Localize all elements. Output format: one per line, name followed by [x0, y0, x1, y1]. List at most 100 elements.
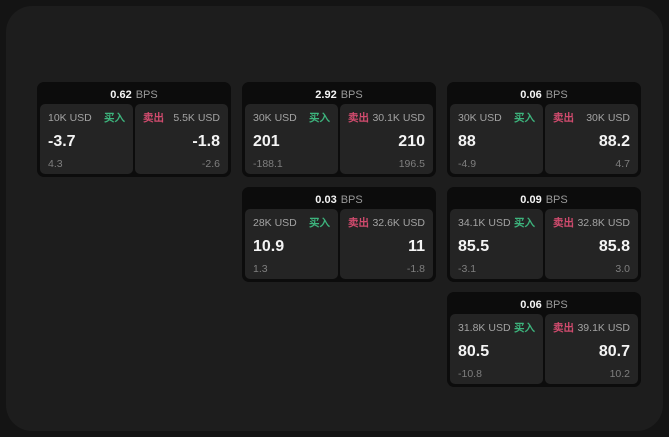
buy-panel[interactable]: 30K USD 买入 201 -188.1	[245, 104, 338, 174]
buy-amount: 10K USD	[48, 111, 92, 124]
bps-suffix: BPS	[340, 88, 363, 101]
sell-panel[interactable]: 卖出 30.1K USD 210 196.5	[340, 104, 433, 174]
bps-header: 0.03 BPS	[245, 190, 433, 209]
buy-change: 1.3	[253, 262, 268, 275]
bps-value: 0.06	[520, 298, 542, 311]
buy-label: 买入	[514, 217, 535, 229]
sell-price: 85.8	[598, 237, 630, 255]
bps-value: 0.03	[315, 193, 337, 206]
buy-panel[interactable]: 30K USD 买入 88 -4.9	[450, 104, 543, 174]
sell-panel[interactable]: 卖出 5.5K USD -1.8 -2.6	[135, 104, 228, 174]
sell-change: 196.5	[398, 157, 425, 170]
buy-change: -3.1	[458, 262, 477, 275]
quote-sides: 30K USD 买入 201 -188.1 卖出 30.1K USD 210 1…	[245, 104, 433, 174]
sell-amount: 39.1K USD	[577, 321, 630, 334]
sell-label: 卖出	[143, 112, 164, 124]
sell-label: 卖出	[553, 217, 574, 229]
bps-suffix: BPS	[340, 193, 363, 206]
bps-header: 2.92 BPS	[245, 85, 433, 104]
buy-label: 买入	[514, 112, 535, 124]
main-panel: 0.62 BPS 10K USD 买入 -3.7 4.3 卖出 5.5K USD	[6, 6, 663, 431]
sell-change: -1.8	[406, 262, 425, 275]
bps-header: 0.62 BPS	[40, 85, 228, 104]
buy-amount: 28K USD	[253, 216, 297, 229]
quote-sides: 10K USD 买入 -3.7 4.3 卖出 5.5K USD -1.8 -2.…	[40, 104, 228, 174]
quote-sides: 30K USD 买入 88 -4.9 卖出 30K USD 88.2 4.7	[450, 104, 638, 174]
buy-price: 10.9	[253, 237, 285, 255]
sell-panel[interactable]: 卖出 32.8K USD 85.8 3.0	[545, 209, 638, 279]
buy-top-row: 10K USD 买入	[48, 110, 125, 125]
sell-price: 80.7	[598, 342, 630, 360]
quote-sides: 28K USD 买入 10.9 1.3 卖出 32.6K USD 11 -1.8	[245, 209, 433, 279]
quote-card[interactable]: 0.06 BPS 31.8K USD 买入 80.5 -10.8 卖出 39.1…	[447, 292, 641, 387]
buy-change: -4.9	[458, 157, 477, 170]
buy-amount: 31.8K USD	[458, 321, 511, 334]
buy-price: 85.5	[458, 237, 490, 255]
sell-amount: 32.8K USD	[577, 216, 630, 229]
buy-price: 88	[458, 132, 476, 150]
buy-amount: 30K USD	[458, 111, 502, 124]
sell-top-row: 卖出 32.6K USD	[348, 215, 425, 230]
sell-price: -1.8	[192, 132, 220, 150]
sell-change: 10.2	[609, 367, 630, 380]
buy-price: 201	[253, 132, 280, 150]
buy-label: 买入	[514, 322, 535, 334]
bps-value: 0.06	[520, 88, 542, 101]
bps-suffix: BPS	[545, 88, 568, 101]
buy-amount: 34.1K USD	[458, 216, 511, 229]
buy-panel[interactable]: 10K USD 买入 -3.7 4.3	[40, 104, 133, 174]
bps-header: 0.09 BPS	[450, 190, 638, 209]
bps-suffix: BPS	[135, 88, 158, 101]
quote-sides: 34.1K USD 买入 85.5 -3.1 卖出 32.8K USD 85.8…	[450, 209, 638, 279]
sell-top-row: 卖出 5.5K USD	[143, 110, 220, 125]
sell-label: 卖出	[553, 112, 574, 124]
sell-panel[interactable]: 卖出 32.6K USD 11 -1.8	[340, 209, 433, 279]
sell-amount: 30.1K USD	[372, 111, 425, 124]
sell-top-row: 卖出 30K USD	[553, 110, 630, 125]
bps-suffix: BPS	[545, 193, 568, 206]
buy-change: -10.8	[458, 367, 482, 380]
quote-card[interactable]: 0.09 BPS 34.1K USD 买入 85.5 -3.1 卖出 32.8K…	[447, 187, 641, 282]
sell-panel[interactable]: 卖出 39.1K USD 80.7 10.2	[545, 314, 638, 384]
bps-header: 0.06 BPS	[450, 85, 638, 104]
buy-top-row: 34.1K USD 买入	[458, 215, 535, 230]
buy-change: 4.3	[48, 157, 63, 170]
buy-label: 买入	[309, 217, 330, 229]
bps-header: 0.06 BPS	[450, 295, 638, 314]
quote-card[interactable]: 0.06 BPS 30K USD 买入 88 -4.9 卖出 30K USD	[447, 82, 641, 177]
buy-top-row: 30K USD 买入	[458, 110, 535, 125]
sell-label: 卖出	[553, 322, 574, 334]
bps-value: 2.92	[315, 88, 337, 101]
sell-price: 210	[398, 132, 425, 150]
buy-panel[interactable]: 28K USD 买入 10.9 1.3	[245, 209, 338, 279]
quote-sides: 31.8K USD 买入 80.5 -10.8 卖出 39.1K USD 80.…	[450, 314, 638, 384]
buy-panel[interactable]: 34.1K USD 买入 85.5 -3.1	[450, 209, 543, 279]
quote-card[interactable]: 0.62 BPS 10K USD 买入 -3.7 4.3 卖出 5.5K USD	[37, 82, 231, 177]
quote-card[interactable]: 2.92 BPS 30K USD 买入 201 -188.1 卖出 30.1K …	[242, 82, 436, 177]
bps-suffix: BPS	[545, 298, 568, 311]
buy-top-row: 31.8K USD 买入	[458, 320, 535, 335]
buy-label: 买入	[309, 112, 330, 124]
sell-top-row: 卖出 39.1K USD	[553, 320, 630, 335]
sell-change: 3.0	[615, 262, 630, 275]
bps-value: 0.62	[110, 88, 132, 101]
sell-price: 11	[408, 237, 425, 255]
sell-change: -2.6	[201, 157, 220, 170]
buy-label: 买入	[104, 112, 125, 124]
sell-label: 卖出	[348, 112, 369, 124]
sell-price: 88.2	[598, 132, 630, 150]
buy-price: 80.5	[458, 342, 490, 360]
sell-amount: 32.6K USD	[372, 216, 425, 229]
cards-grid: 0.62 BPS 10K USD 买入 -3.7 4.3 卖出 5.5K USD	[37, 82, 641, 387]
buy-price: -3.7	[48, 132, 76, 150]
sell-panel[interactable]: 卖出 30K USD 88.2 4.7	[545, 104, 638, 174]
quote-card[interactable]: 0.03 BPS 28K USD 买入 10.9 1.3 卖出 32.6K US…	[242, 187, 436, 282]
sell-top-row: 卖出 32.8K USD	[553, 215, 630, 230]
buy-amount: 30K USD	[253, 111, 297, 124]
buy-top-row: 28K USD 买入	[253, 215, 330, 230]
buy-change: -188.1	[253, 157, 283, 170]
buy-panel[interactable]: 31.8K USD 买入 80.5 -10.8	[450, 314, 543, 384]
buy-top-row: 30K USD 买入	[253, 110, 330, 125]
sell-amount: 5.5K USD	[173, 111, 220, 124]
sell-label: 卖出	[348, 217, 369, 229]
